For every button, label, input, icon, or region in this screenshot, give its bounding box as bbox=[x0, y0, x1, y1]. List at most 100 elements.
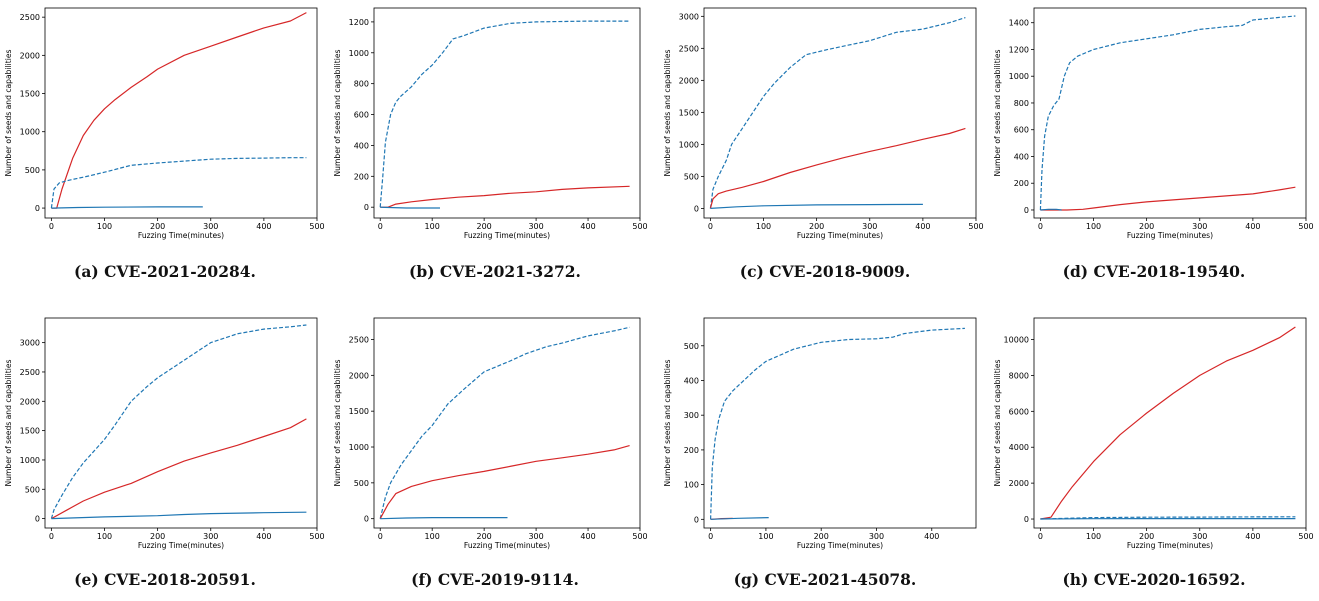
y-axis-label: Number of seeds and capabilities bbox=[663, 49, 672, 176]
series-line-blue-solid bbox=[51, 207, 202, 208]
y-tick-label: 200 bbox=[354, 172, 369, 181]
y-tick-label: 800 bbox=[354, 80, 369, 89]
x-tick-label: 400 bbox=[580, 532, 595, 541]
series-line-blue-dashed bbox=[51, 325, 306, 519]
x-tick-label: 100 bbox=[1086, 222, 1101, 231]
y-tick-label: 2000 bbox=[1009, 479, 1029, 488]
y-tick-label: 0 bbox=[364, 515, 369, 524]
x-tick-label: 0 bbox=[49, 532, 54, 541]
x-tick-label: 500 bbox=[1298, 532, 1313, 541]
caption-e: (e) CVE-2018-20591. bbox=[0, 570, 330, 589]
y-tick-label: 2000 bbox=[349, 371, 369, 380]
x-tick-label: 500 bbox=[309, 222, 324, 231]
x-tick-label: 200 bbox=[814, 532, 829, 541]
x-tick-label: 400 bbox=[256, 532, 271, 541]
plot-frame bbox=[45, 318, 317, 528]
y-tick-label: 2500 bbox=[20, 368, 40, 377]
series-line-blue-dashed bbox=[1040, 16, 1295, 210]
y-tick-label: 1000 bbox=[20, 456, 40, 465]
x-tick-label: 100 bbox=[425, 532, 440, 541]
series-line-blue-solid bbox=[380, 207, 440, 208]
x-tick-label: 200 bbox=[809, 222, 824, 231]
y-tick-label: 800 bbox=[1014, 99, 1029, 108]
y-tick-label: 500 bbox=[354, 479, 369, 488]
x-tick-label: 300 bbox=[1192, 532, 1207, 541]
y-axis-label: Number of seeds and capabilities bbox=[663, 359, 672, 486]
x-tick-label: 300 bbox=[203, 532, 218, 541]
caption-d: (d) CVE-2018-19540. bbox=[989, 262, 1319, 281]
x-tick-label: 0 bbox=[708, 222, 713, 231]
y-tick-label: 400 bbox=[1014, 152, 1029, 161]
y-tick-label: 500 bbox=[684, 342, 699, 351]
x-tick-label: 300 bbox=[862, 222, 877, 231]
series-line-blue-solid bbox=[380, 518, 507, 519]
x-tick-label: 300 bbox=[528, 532, 543, 541]
x-tick-label: 300 bbox=[203, 222, 218, 231]
y-tick-label: 0 bbox=[35, 204, 40, 213]
x-tick-label: 500 bbox=[1298, 222, 1313, 231]
x-tick-label: 400 bbox=[915, 222, 930, 231]
x-axis-label: Fuzzing Time(minutes) bbox=[1127, 231, 1213, 240]
x-tick-label: 200 bbox=[477, 532, 492, 541]
y-tick-label: 0 bbox=[1024, 515, 1029, 524]
y-tick-label: 1500 bbox=[20, 90, 40, 99]
x-axis-label: Fuzzing Time(minutes) bbox=[797, 231, 883, 240]
y-tick-label: 2500 bbox=[679, 44, 699, 53]
x-tick-label: 0 bbox=[378, 532, 383, 541]
y-tick-label: 200 bbox=[684, 446, 699, 455]
x-tick-label: 0 bbox=[1038, 222, 1043, 231]
series-line-blue-dashed bbox=[710, 18, 965, 209]
y-tick-label: 100 bbox=[684, 481, 699, 490]
x-tick-label: 0 bbox=[49, 222, 54, 231]
x-axis-label: Fuzzing Time(minutes) bbox=[797, 541, 883, 550]
y-tick-label: 1500 bbox=[679, 108, 699, 117]
x-tick-label: 400 bbox=[580, 222, 595, 231]
series-line-blue-solid bbox=[710, 204, 923, 208]
x-tick-label: 200 bbox=[1139, 222, 1154, 231]
y-tick-label: 10000 bbox=[1004, 336, 1029, 345]
x-tick-label: 100 bbox=[97, 222, 112, 231]
caption-g: (g) CVE-2021-45078. bbox=[660, 570, 990, 589]
x-tick-label: 400 bbox=[256, 222, 271, 231]
x-tick-label: 400 bbox=[924, 532, 939, 541]
y-tick-label: 2000 bbox=[20, 51, 40, 60]
x-tick-label: 200 bbox=[477, 222, 492, 231]
y-tick-label: 4000 bbox=[1009, 443, 1029, 452]
series-line-blue-solid bbox=[1040, 209, 1061, 210]
y-tick-label: 500 bbox=[25, 485, 40, 494]
plot-frame bbox=[45, 8, 317, 218]
series-line-blue-dashed bbox=[380, 327, 629, 518]
x-axis-label: Fuzzing Time(minutes) bbox=[138, 231, 224, 240]
y-tick-label: 1500 bbox=[20, 427, 40, 436]
x-tick-label: 500 bbox=[309, 532, 324, 541]
plot-frame bbox=[374, 318, 640, 528]
series-line-red-solid bbox=[380, 186, 629, 207]
series-line-blue-solid bbox=[711, 518, 769, 520]
y-tick-label: 6000 bbox=[1009, 407, 1029, 416]
x-axis-label: Fuzzing Time(minutes) bbox=[464, 541, 550, 550]
x-tick-label: 100 bbox=[97, 532, 112, 541]
plot-frame bbox=[374, 8, 640, 218]
y-tick-label: 0 bbox=[35, 515, 40, 524]
series-line-red-solid bbox=[710, 128, 965, 208]
y-tick-label: 2500 bbox=[349, 336, 369, 345]
y-tick-label: 1200 bbox=[349, 18, 369, 27]
x-tick-label: 0 bbox=[1038, 532, 1043, 541]
plot-frame bbox=[1034, 8, 1306, 218]
x-tick-label: 100 bbox=[425, 222, 440, 231]
x-tick-label: 400 bbox=[1245, 222, 1260, 231]
y-tick-label: 1000 bbox=[349, 49, 369, 58]
x-tick-label: 500 bbox=[968, 222, 983, 231]
y-tick-label: 500 bbox=[25, 166, 40, 175]
y-tick-label: 2500 bbox=[20, 13, 40, 22]
series-line-red-solid bbox=[1040, 327, 1295, 519]
y-tick-label: 0 bbox=[364, 203, 369, 212]
y-tick-label: 200 bbox=[1014, 179, 1029, 188]
y-tick-label: 0 bbox=[694, 204, 699, 213]
